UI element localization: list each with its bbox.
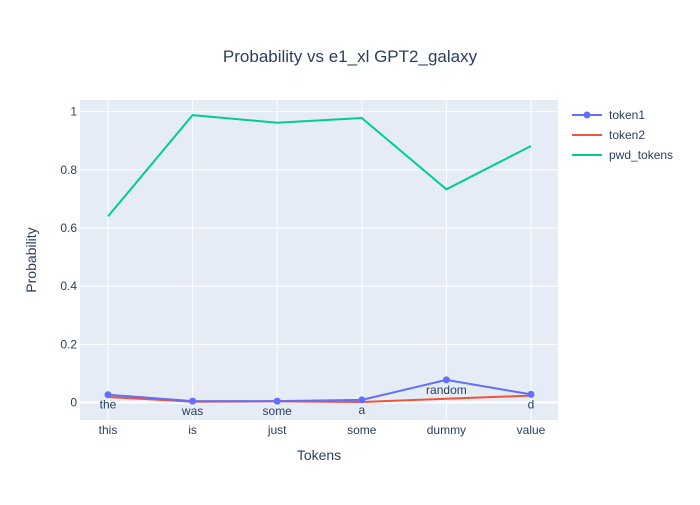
legend-marker — [583, 111, 591, 119]
y-tick-labels: 0 0.2 0.4 0.6 0.8 1 — [60, 105, 77, 410]
x-tick-label: dummy — [427, 423, 466, 437]
data-point-token1 — [273, 397, 281, 405]
y-tick-label: 0.8 — [60, 163, 77, 177]
legend-label: pwd_tokens — [609, 148, 673, 162]
legend-item-token1[interactable]: token1 — [572, 108, 645, 122]
x-tick-label: just — [267, 423, 287, 437]
data-point-token1 — [358, 396, 366, 404]
point-text-labels: the was some a random d — [100, 383, 535, 418]
point-label: random — [426, 383, 467, 397]
y-tick-label: 1 — [70, 105, 77, 119]
y-tick-label: 0.4 — [60, 279, 77, 293]
point-label: a — [358, 403, 365, 417]
chart-title: Probability vs e1_xl GPT2_galaxy — [223, 47, 478, 66]
x-tick-labels: this is just some dummy value — [99, 423, 546, 437]
data-point-token1 — [442, 376, 450, 384]
legend-label: token1 — [609, 108, 645, 122]
plot-area — [80, 100, 558, 420]
legend[interactable]: token1 token2 pwd_tokens — [572, 108, 673, 162]
point-label: d — [528, 397, 535, 411]
x-tick-label: some — [347, 423, 377, 437]
x-axis-title: Tokens — [297, 447, 341, 463]
data-point-token1 — [189, 397, 197, 405]
series-markers — [104, 376, 535, 405]
series-lines — [107, 114, 532, 403]
y-tick-label: 0.2 — [60, 337, 77, 351]
legend-item-token2[interactable]: token2 — [572, 128, 645, 142]
data-point-token1 — [104, 391, 112, 399]
y-axis-title: Probability — [23, 227, 39, 292]
x-tick-label: is — [188, 423, 197, 437]
data-point-token1 — [527, 390, 535, 398]
point-label: some — [263, 404, 293, 418]
x-tick-label: this — [99, 423, 118, 437]
x-tick-label: value — [517, 423, 546, 437]
point-label: the — [100, 398, 117, 412]
y-tick-label: 0 — [70, 396, 77, 410]
series-line-pwd_tokens — [107, 114, 532, 218]
y-tick-label: 0.6 — [60, 221, 77, 235]
legend-label: token2 — [609, 128, 645, 142]
legend-item-pwd_tokens[interactable]: pwd_tokens — [572, 148, 673, 162]
point-label: was — [181, 404, 203, 418]
series-line-token1 — [107, 378, 532, 403]
